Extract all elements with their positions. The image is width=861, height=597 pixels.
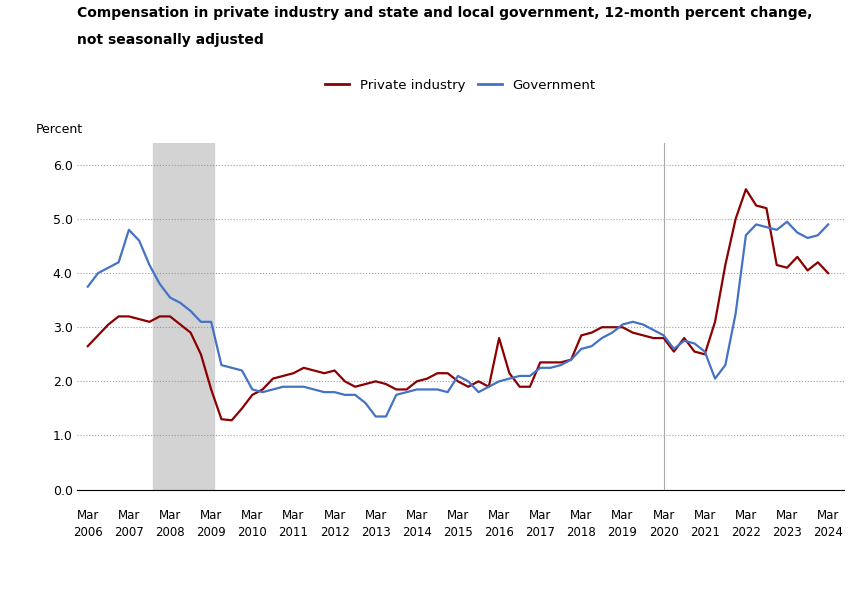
Text: 2012: 2012 (319, 525, 350, 538)
Text: Mar: Mar (324, 509, 346, 522)
Text: Mar: Mar (570, 509, 592, 522)
Text: 2017: 2017 (525, 525, 555, 538)
Text: Mar: Mar (817, 509, 839, 522)
Text: Mar: Mar (364, 509, 387, 522)
Text: 2020: 2020 (648, 525, 678, 538)
Text: Mar: Mar (529, 509, 551, 522)
Text: Mar: Mar (447, 509, 469, 522)
Text: 2018: 2018 (567, 525, 596, 538)
Text: 2022: 2022 (731, 525, 761, 538)
Text: 2015: 2015 (443, 525, 473, 538)
Text: 2009: 2009 (196, 525, 226, 538)
Text: Mar: Mar (694, 509, 716, 522)
Text: Mar: Mar (77, 509, 99, 522)
Text: Mar: Mar (118, 509, 140, 522)
Text: 2014: 2014 (402, 525, 431, 538)
Text: 2006: 2006 (73, 525, 102, 538)
Bar (152, 143, 214, 490)
Legend: Private industry, Government: Private industry, Government (320, 73, 601, 97)
Text: Mar: Mar (406, 509, 428, 522)
Text: 2023: 2023 (772, 525, 802, 538)
Text: 2024: 2024 (813, 525, 843, 538)
Text: Mar: Mar (158, 509, 181, 522)
Text: Mar: Mar (776, 509, 798, 522)
Text: 2019: 2019 (608, 525, 637, 538)
Text: Mar: Mar (611, 509, 634, 522)
Text: not seasonally adjusted: not seasonally adjusted (77, 33, 264, 47)
Text: 2013: 2013 (361, 525, 391, 538)
Text: 2016: 2016 (484, 525, 514, 538)
Text: 2021: 2021 (690, 525, 720, 538)
Text: Compensation in private industry and state and local government, 12-month percen: Compensation in private industry and sta… (77, 6, 813, 20)
Text: 2007: 2007 (114, 525, 144, 538)
Text: 2011: 2011 (278, 525, 308, 538)
Text: 2008: 2008 (155, 525, 185, 538)
Text: Mar: Mar (734, 509, 757, 522)
Text: 2010: 2010 (238, 525, 267, 538)
Text: Mar: Mar (200, 509, 222, 522)
Text: Mar: Mar (282, 509, 305, 522)
Text: Mar: Mar (488, 509, 511, 522)
Text: Mar: Mar (241, 509, 263, 522)
Text: Percent: Percent (35, 124, 83, 136)
Text: Mar: Mar (653, 509, 675, 522)
